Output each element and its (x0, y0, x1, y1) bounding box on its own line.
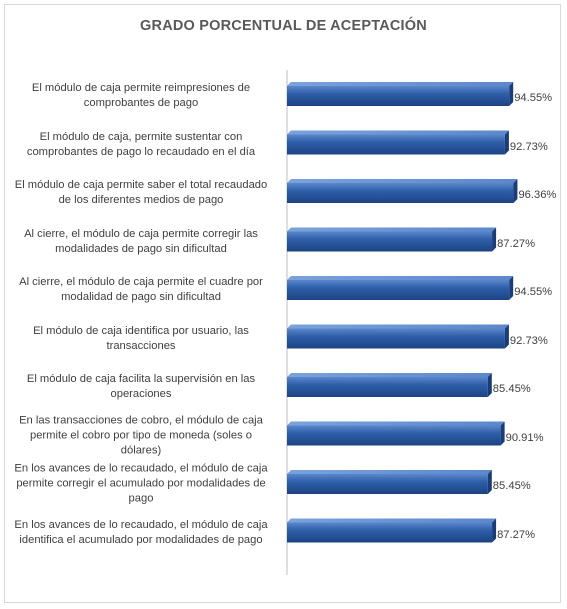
value-label-5: 94.55% (514, 286, 553, 298)
bar-3 (287, 183, 514, 203)
bar-7 (287, 377, 488, 397)
bar-side-8 (500, 421, 505, 446)
bar-side-4 (492, 227, 497, 252)
value-label-8: 90.91% (505, 431, 544, 444)
category-label-8: En las transacciones de cobro, el módulo… (19, 414, 263, 456)
bar-top-1 (287, 82, 514, 86)
category-label-6: El módulo de caja identifica por usuario… (33, 324, 249, 352)
bar-top-5 (287, 276, 514, 280)
bar-side-10 (492, 518, 497, 543)
value-label-9: 85.45% (492, 480, 531, 492)
bar-top-8 (287, 421, 505, 426)
value-label-2: 92.73% (509, 140, 548, 153)
value-label-3: 96.36% (518, 189, 557, 201)
bar-side-3 (513, 179, 518, 203)
bar-top-2 (287, 130, 509, 135)
bar-side-2 (504, 130, 509, 155)
value-label-7: 85.45% (492, 383, 531, 395)
bars-group (287, 82, 518, 543)
bar-side-1 (509, 82, 514, 106)
bar-9 (287, 474, 488, 494)
value-label-1: 94.55% (514, 92, 553, 104)
category-label-10: En los avances de lo recaudado, el módul… (14, 518, 268, 546)
category-label-9: En los avances de lo recaudado, el módul… (14, 462, 268, 505)
value-label-4: 87.27% (497, 237, 536, 250)
bar-4 (287, 231, 493, 252)
value-label-10: 87.27% (497, 528, 536, 541)
category-label-2: El módulo de caja, permite sustentar con… (26, 130, 256, 158)
category-label-1: El módulo de caja permite reimpresiones … (31, 82, 251, 109)
bar-2 (287, 134, 505, 155)
bar-top-10 (287, 518, 497, 523)
bar-side-6 (504, 324, 509, 349)
category-label-5: Al cierre, el módulo de caja permite el … (19, 276, 263, 303)
bar-top-4 (287, 227, 497, 232)
bar-top-7 (287, 373, 492, 377)
bar-8 (287, 425, 501, 446)
bar-6 (287, 328, 505, 349)
category-label-7: El módulo de caja facilita la supervisió… (26, 373, 256, 400)
bar-top-6 (287, 324, 509, 329)
bar-10 (287, 522, 493, 543)
category-label-4: Al cierre, el módulo de caja permite cor… (24, 227, 258, 255)
bar-top-9 (287, 470, 492, 474)
bar-5 (287, 280, 510, 300)
bar-top-3 (287, 179, 518, 183)
category-label-3: El módulo de caja permite saber el total… (14, 179, 268, 206)
bar-side-5 (509, 276, 514, 300)
bar-side-7 (487, 373, 492, 397)
chart-title: GRADO PORCENTUAL DE ACEPTACIÓN (140, 18, 427, 34)
bar-1 (287, 86, 510, 106)
value-label-6: 92.73% (509, 334, 548, 347)
bar-side-9 (487, 470, 492, 494)
